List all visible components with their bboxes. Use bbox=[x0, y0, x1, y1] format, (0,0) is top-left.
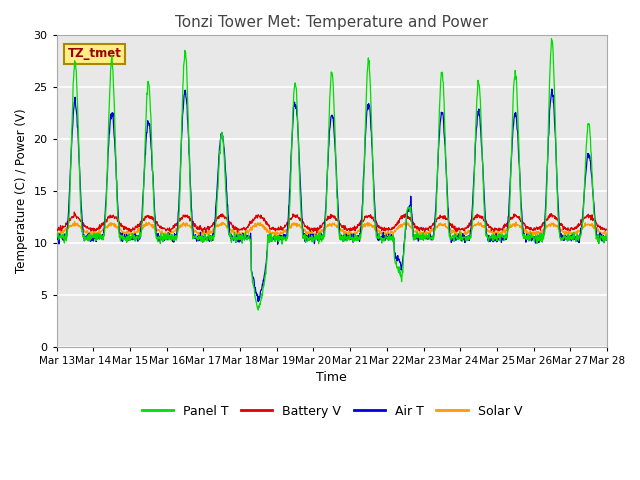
Solar V bbox=[418, 233, 426, 239]
Battery V bbox=[162, 228, 170, 234]
Panel T bbox=[603, 232, 611, 238]
Air T bbox=[254, 299, 262, 304]
Title: Tonzi Tower Met: Temperature and Power: Tonzi Tower Met: Temperature and Power bbox=[175, 15, 488, 30]
Panel T bbox=[548, 36, 556, 42]
Panel T bbox=[538, 231, 546, 237]
Line: Solar V: Solar V bbox=[57, 221, 607, 237]
Air T bbox=[538, 233, 546, 239]
Battery V bbox=[603, 227, 611, 232]
Line: Panel T: Panel T bbox=[57, 39, 607, 310]
Solar V bbox=[603, 230, 611, 236]
Panel T bbox=[162, 234, 170, 240]
Battery V bbox=[538, 221, 546, 227]
Panel T bbox=[418, 234, 426, 240]
Solar V bbox=[71, 218, 79, 224]
Line: Air T: Air T bbox=[57, 89, 607, 301]
Battery V bbox=[237, 227, 245, 233]
Panel T bbox=[490, 232, 497, 238]
X-axis label: Time: Time bbox=[316, 372, 347, 384]
Solar V bbox=[162, 232, 170, 238]
Panel T bbox=[237, 233, 244, 239]
Legend: Panel T, Battery V, Air T, Solar V: Panel T, Battery V, Air T, Solar V bbox=[136, 400, 527, 423]
Air T bbox=[237, 238, 244, 244]
Air T bbox=[603, 235, 611, 241]
Panel T bbox=[175, 211, 183, 217]
Solar V bbox=[490, 230, 497, 236]
Battery V bbox=[490, 228, 497, 234]
Y-axis label: Temperature (C) / Power (V): Temperature (C) / Power (V) bbox=[15, 108, 28, 273]
Air T bbox=[418, 236, 426, 242]
Battery V bbox=[418, 227, 426, 233]
Solar V bbox=[175, 225, 183, 230]
Air T bbox=[548, 86, 556, 92]
Battery V bbox=[53, 228, 61, 234]
Solar V bbox=[53, 231, 61, 237]
Solar V bbox=[420, 234, 428, 240]
Panel T bbox=[53, 231, 61, 237]
Battery V bbox=[175, 216, 183, 222]
Panel T bbox=[254, 307, 262, 313]
Text: TZ_tmet: TZ_tmet bbox=[68, 47, 122, 60]
Solar V bbox=[538, 230, 546, 236]
Line: Battery V: Battery V bbox=[57, 212, 607, 233]
Air T bbox=[490, 234, 497, 240]
Battery V bbox=[70, 209, 78, 215]
Battery V bbox=[313, 230, 321, 236]
Solar V bbox=[237, 232, 245, 238]
Air T bbox=[162, 234, 170, 240]
Air T bbox=[53, 235, 61, 240]
Air T bbox=[175, 196, 183, 202]
